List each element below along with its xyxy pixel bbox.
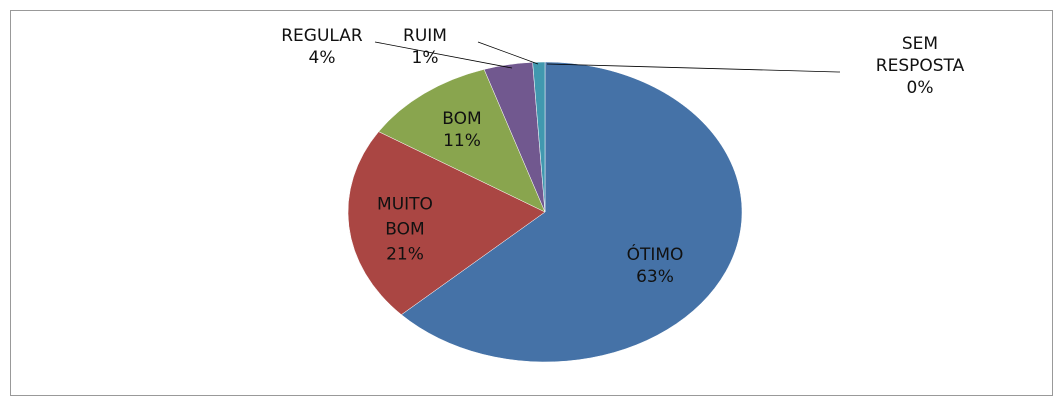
value-label: 21%: [386, 244, 424, 265]
slice-label: MUITO BOM 21%: [370, 193, 440, 268]
pie-slice: [347, 131, 546, 315]
leader-line: [477, 41, 539, 65]
category-name: MUITO BOM: [377, 194, 433, 240]
pie-slice: [400, 61, 743, 363]
value-label: 4%: [308, 48, 336, 68]
value-label: 1%: [411, 48, 439, 68]
pie-slice: [378, 69, 546, 213]
value-label: 11%: [443, 131, 481, 151]
leader-line: [546, 63, 840, 73]
leader-line: [374, 41, 513, 69]
slice-label: SEM RESPOSTA 0%: [860, 33, 980, 99]
category-name: RUIM: [403, 26, 447, 46]
category-name: SEM RESPOSTA: [875, 34, 965, 76]
slice-label: ÓTIMO 63%: [595, 244, 715, 288]
slice-label: REGULAR 4%: [257, 25, 387, 69]
value-label: 0%: [906, 78, 934, 98]
category-name: BOM: [442, 109, 482, 129]
slice-label: RUIM 1%: [385, 25, 465, 69]
category-name: REGULAR: [281, 26, 363, 46]
category-name: ÓTIMO: [626, 245, 684, 265]
value-label: 63%: [636, 267, 674, 287]
slice-label: BOM 11%: [432, 108, 492, 152]
